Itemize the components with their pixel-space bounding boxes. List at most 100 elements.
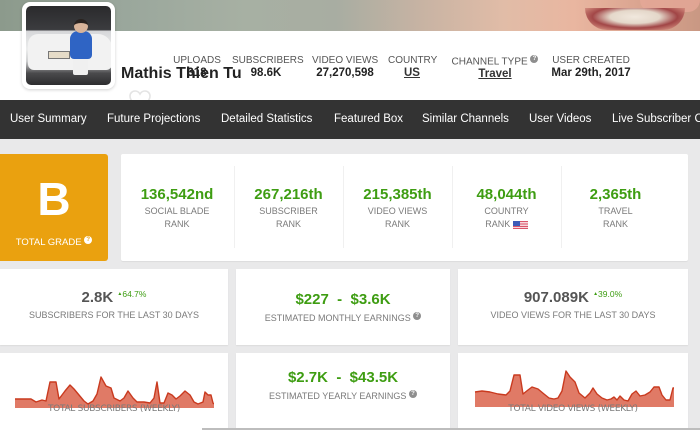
channel-name: Mathis Thien Tu [121,65,242,82]
metric-label: SUBSCRIBERS FOR THE LAST 30 DAYS [28,310,200,320]
total-grade-card: B TOTAL GRADE ? [0,154,108,261]
tab-user-summary[interactable]: User Summary [10,113,87,125]
stat-label-text: CHANNEL TYPE [451,56,528,68]
metric-label: VIDEO VIEWS FOR THE LAST 30 DAYS [490,310,656,320]
stat-label: CHANNEL TYPE ? [448,55,542,67]
earnings-high: $43.5K [349,369,399,386]
channel-header: Mathis Thien Tu UPLOADS 318 SUBSCRIBERS … [0,31,700,111]
main-nav: User Summary Future Projections Detailed… [0,100,700,139]
stat-label: COUNTRY [388,55,438,66]
metric-value: 907.089K [523,289,589,306]
channel-type-link[interactable]: Travel [478,68,512,81]
rank-value: 136,542nd [140,186,214,203]
grade-letter: B [37,173,71,225]
channel-banner [0,0,700,31]
rank-label: COUNTRY RANK [453,205,560,231]
rank-subscriber: 267,216th SUBSCRIBER RANK [234,166,342,248]
rank-video-views: 215,385th VIDEO VIEWS RANK [343,166,451,248]
rank-value: 267,216th [254,186,323,203]
views-weekly-card: TOTAL VIDEO VIEWS (WEEKLY) [458,353,688,430]
grade-label: TOTAL GRADE ? [0,236,108,248]
avatar-image-detail [74,19,88,33]
yearly-earnings-card: $2.7K - $43.5K ESTIMATED YEARLY EARNINGS… [236,353,450,430]
subscribers-30d-card: 2.8K 64.7% SUBSCRIBERS FOR THE LAST 30 D… [0,269,228,345]
rank-travel: 2,365th TRAVEL RANK [561,166,669,248]
question-circle-icon[interactable]: ? [413,312,422,320]
earnings-separator: - [337,291,343,308]
metric-label: ESTIMATED YEARLY EARNINGS ? [236,390,450,401]
rank-label-line: VIDEO VIEWS [367,206,428,216]
monthly-earnings-value: $227 - $3.6K [236,291,450,308]
earnings-high: $3.6K [350,291,391,308]
stat-label: UPLOADS [173,55,221,66]
avatar-image [26,6,111,85]
rank-value: 215,385th [363,186,432,203]
tab-detailed-statistics[interactable]: Detailed Statistics [221,113,313,125]
rank-label-line: SUBSCRIBER [259,206,318,216]
rank-label-line: RANK [602,219,628,229]
question-circle-icon[interactable]: ? [530,55,539,63]
rank-label-line: RANK [164,219,190,229]
tab-user-videos[interactable]: User Videos [529,113,592,125]
country-link[interactable]: US [404,67,420,79]
views-30d-card: 907.089K 39.0% VIDEO VIEWS FOR THE LAST … [458,269,688,345]
rank-label-line: SOCIAL BLADE [144,206,210,216]
tab-live-subscriber-count[interactable]: Live Subscriber Co [612,113,700,125]
metric-value: 2.8K [81,289,114,306]
earnings-separator: - [336,369,342,386]
subscribers-weekly-card: TOTAL SUBSCRIBERS (WEEKLY) [0,353,228,430]
rank-label-line: TRAVEL [598,206,633,216]
rank-value: 2,365th [589,186,642,203]
question-circle-icon[interactable]: ? [408,390,417,398]
stat-value: Mar 29th, 2017 [551,67,631,79]
banner-image-detail [585,8,685,30]
stat-video-views: VIDEO VIEWS 27,270,598 [312,55,378,79]
ranks-card: 136,542nd SOCIAL BLADE RANK 267,216th SUB… [121,154,688,261]
rank-label-line: RANK [485,219,511,229]
yearly-earnings-value: $2.7K - $43.5K [236,369,450,386]
stat-channel-type: CHANNEL TYPE ? Travel [448,55,542,80]
avatar-image-detail [73,59,88,75]
channel-avatar [22,2,115,89]
earnings-low: $2.7K [287,369,328,386]
stat-value: 98.6K [250,67,282,79]
stat-label: SUBSCRIBERS [232,55,304,66]
subscribers-30d-value: 2.8K 64.7% [0,289,228,306]
stat-country: COUNTRY US [388,55,438,79]
avatar-image-detail [70,31,92,59]
rank-label: SOCIAL BLADE RANK [121,205,233,231]
views-sparkline[interactable] [474,365,674,407]
rank-label: VIDEO VIEWS RANK [344,205,451,231]
change-up-indicator: 39.0% [593,289,622,299]
rank-label: SUBSCRIBER RANK [235,205,342,231]
stat-user-created: USER CREATED Mar 29th, 2017 [550,55,632,79]
sparkline-label: TOTAL VIDEO VIEWS (WEEKLY) [508,404,638,414]
rank-label: TRAVEL RANK [562,205,669,231]
question-circle-icon[interactable]: ? [84,236,93,244]
rank-label-line: RANK [384,219,410,229]
rank-social-blade: 136,542nd SOCIAL BLADE RANK [121,166,233,248]
sparkline-label: TOTAL SUBSCRIBERS (WEEKLY) [47,404,181,414]
stat-subscribers: SUBSCRIBERS 98.6K [232,55,304,79]
grade-label-text: TOTAL GRADE [15,237,82,249]
stat-label: USER CREATED [552,55,630,66]
subscribers-sparkline[interactable] [14,368,214,408]
avatar-image-detail [48,51,70,59]
divider [202,428,700,430]
tab-similar-channels[interactable]: Similar Channels [422,113,509,125]
heart-outline-icon[interactable] [128,89,152,111]
rank-label-line: COUNTRY [484,206,529,216]
tab-featured-box[interactable]: Featured Box [334,113,404,125]
rank-label-line: RANK [275,219,301,229]
stat-uploads: UPLOADS 318 [173,55,221,79]
rank-country: 48,044th COUNTRY RANK [452,166,560,248]
stat-value: 318 [187,67,207,79]
stat-value: 27,270,598 [316,67,374,79]
monthly-earnings-card: $227 - $3.6K ESTIMATED MONTHLY EARNINGS … [236,269,450,345]
rank-value: 48,044th [476,186,537,203]
metric-label: ESTIMATED MONTHLY EARNINGS ? [236,312,450,323]
tab-future-projections[interactable]: Future Projections [107,113,201,125]
earnings-low: $227 [295,291,329,308]
stat-label: VIDEO VIEWS [312,55,379,66]
metric-label-text: ESTIMATED YEARLY EARNINGS [269,391,407,401]
